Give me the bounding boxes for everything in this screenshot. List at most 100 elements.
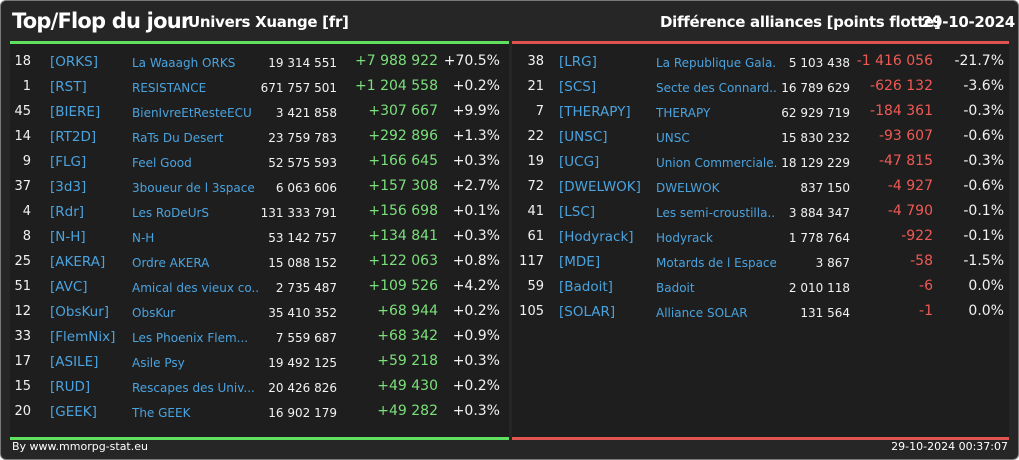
- alliance-tag-link[interactable]: [3d3]: [50, 179, 87, 195]
- alliance-score: 3 867: [815, 256, 850, 270]
- alliance-name-link[interactable]: 3boueur de l 3space: [132, 181, 255, 195]
- alliance-name-link[interactable]: Badoit: [656, 281, 695, 295]
- alliance-score: 3 421 858: [275, 106, 337, 120]
- table-row: 25 [AKERA] Ordre AKERA 15 088 152 +122 063 +0…: [10, 251, 509, 276]
- alliance-tag-link[interactable]: [RST]: [50, 79, 87, 95]
- alliance-name-link[interactable]: ObsKur: [132, 306, 176, 320]
- alliance-rank: 105: [519, 304, 544, 319]
- alliance-tag-link[interactable]: [DWELWOK]: [559, 179, 641, 195]
- alliance-name-link[interactable]: N-H: [132, 231, 155, 245]
- alliance-name-link[interactable]: RaTs Du Desert: [132, 131, 224, 145]
- alliance-tag-link[interactable]: [SOLAR]: [559, 304, 616, 320]
- alliance-name-link[interactable]: RESISTANCE: [132, 81, 207, 95]
- alliance-rank: 4: [22, 204, 31, 219]
- alliance-name-link[interactable]: La Republique Gala...: [656, 56, 776, 70]
- alliance-rank: 18: [14, 54, 31, 69]
- ranking-description: Différence alliances [points flotte]: [660, 13, 941, 31]
- alliance-score: 19 492 125: [268, 356, 337, 370]
- alliance-diff: -93 607: [878, 128, 933, 144]
- alliance-tag-link[interactable]: [Rdr]: [50, 204, 85, 220]
- alliance-percent: -0.6%: [963, 128, 1004, 144]
- header-date: 29-10-2024: [922, 13, 1015, 31]
- table-row: 20 [GEEK] The GEEK 16 902 179 +49 282 +0.3%: [10, 401, 509, 426]
- alliance-tag-link[interactable]: [AKERA]: [50, 254, 106, 270]
- table-row: 4 [Rdr] Les RoDeUrS 131 333 791 +156 698 +0.1…: [10, 201, 509, 226]
- alliance-name-link[interactable]: Les Phoenix Flem...: [132, 331, 249, 345]
- table-row: 45 [BIERE] BienIvreEtResteECU 3 421 858 +307…: [10, 101, 509, 126]
- alliance-tag-link[interactable]: [GEEK]: [50, 404, 97, 420]
- alliance-tag-link[interactable]: [ObsKur]: [50, 304, 110, 320]
- alliance-percent: 0.0%: [968, 303, 1004, 319]
- alliance-tag-link[interactable]: [Hodyrack]: [559, 229, 634, 245]
- alliance-name-link[interactable]: La Waaagh ORKS: [132, 56, 236, 70]
- alliance-diff: -922: [901, 228, 933, 244]
- alliance-tag-link[interactable]: [SCS]: [559, 79, 597, 95]
- alliance-name-link[interactable]: THERAPY: [656, 106, 711, 120]
- alliance-name-link[interactable]: Hodyrack: [656, 231, 713, 245]
- alliance-percent: +70.5%: [443, 53, 500, 69]
- alliance-percent: +4.2%: [452, 278, 500, 294]
- alliance-name-link[interactable]: Amical des vieux co...: [132, 281, 260, 295]
- alliance-tag-link[interactable]: [LSC]: [559, 204, 596, 220]
- alliance-name-link[interactable]: UNSC: [656, 131, 690, 145]
- alliance-diff: +134 841: [368, 228, 438, 244]
- alliance-name-link[interactable]: Secte des Connard...: [656, 81, 776, 95]
- alliance-name-link[interactable]: Ordre AKERA: [132, 256, 210, 270]
- alliance-diff: +49 430: [377, 378, 438, 394]
- alliance-rank: 61: [527, 229, 544, 244]
- alliance-name-link[interactable]: Feel Good: [132, 156, 192, 170]
- alliance-rank: 12: [14, 304, 31, 319]
- alliance-score: 35 410 352: [268, 306, 337, 320]
- table-row: 21 [SCS] Secte des Connard... 16 789 629 -62…: [512, 76, 1009, 101]
- alliance-name-link[interactable]: Les RoDeUrS: [132, 206, 210, 220]
- alliance-score: 52 575 593: [268, 156, 337, 170]
- alliance-tag-link[interactable]: [UCG]: [559, 154, 600, 170]
- alliance-percent: +9.9%: [452, 103, 500, 119]
- alliance-percent: +0.2%: [452, 378, 500, 394]
- alliance-tag-link[interactable]: [RT2D]: [50, 129, 97, 145]
- alliance-diff: +68 342: [377, 328, 438, 344]
- top-list: 18 [ORKS] La Waaagh ORKS 19 314 551 +7 988 9…: [10, 51, 509, 426]
- alliance-tag-link[interactable]: [RUD]: [50, 379, 91, 395]
- alliance-diff: +156 698: [368, 203, 438, 219]
- alliance-score: 16 789 629: [781, 81, 850, 95]
- alliance-tag-link[interactable]: [N-H]: [50, 229, 86, 245]
- alliance-rank: 72: [527, 179, 544, 194]
- alliance-name-link[interactable]: Union Commerciale...: [656, 156, 776, 170]
- alliance-diff: +157 308: [368, 178, 438, 194]
- alliance-tag-link[interactable]: [ASILE]: [50, 354, 99, 370]
- table-row: 7 [THERAPY] THERAPY 62 929 719 -184 361 -0.3%: [512, 101, 1009, 126]
- alliance-name-link[interactable]: Motards de l Espace: [656, 256, 776, 270]
- alliance-score: 837 150: [800, 181, 850, 195]
- table-row: 38 [LRG] La Republique Gala... 5 103 438 -1 …: [512, 51, 1009, 76]
- table-row: 117 [MDE] Motards de l Espace 3 867 -58 -1.5%: [512, 251, 1009, 276]
- alliance-tag-link[interactable]: [MDE]: [559, 254, 601, 270]
- alliance-diff: +68 944: [377, 303, 438, 319]
- alliance-rank: 33: [14, 329, 31, 344]
- alliance-tag-link[interactable]: [FLG]: [50, 154, 87, 170]
- table-row: 37 [3d3] 3boueur de l 3space 6 063 606 +157 …: [10, 176, 509, 201]
- alliance-percent: +0.3%: [452, 228, 500, 244]
- alliance-tag-link[interactable]: [Badoit]: [559, 279, 613, 295]
- table-row: 12 [ObsKur] ObsKur 35 410 352 +68 944 +0.2%: [10, 301, 509, 326]
- alliance-tag-link[interactable]: [UNSC]: [559, 129, 608, 145]
- alliance-percent: +0.9%: [452, 328, 500, 344]
- alliance-score: 2 735 487: [275, 281, 337, 295]
- alliance-tag-link[interactable]: [ORKS]: [50, 54, 98, 70]
- alliance-percent: -0.3%: [963, 153, 1004, 169]
- alliance-tag-link[interactable]: [BIERE]: [50, 104, 101, 120]
- alliance-tag-link[interactable]: [THERAPY]: [559, 104, 631, 120]
- alliance-rank: 37: [14, 179, 31, 194]
- alliance-name-link[interactable]: Asile Psy: [132, 356, 185, 370]
- alliance-name-link[interactable]: Rescapes des Univ...: [132, 381, 255, 395]
- flop-list: 38 [LRG] La Republique Gala... 5 103 438 -1 …: [512, 51, 1009, 326]
- alliance-name-link[interactable]: The GEEK: [132, 406, 191, 420]
- table-row: 41 [LSC] Les semi-croustilla... 3 884 347 -4…: [512, 201, 1009, 226]
- alliance-tag-link[interactable]: [FlemNix]: [50, 329, 116, 345]
- alliance-tag-link[interactable]: [LRG]: [559, 54, 597, 70]
- alliance-name-link[interactable]: Les semi-croustilla...: [656, 206, 776, 220]
- alliance-name-link[interactable]: DWELWOK: [656, 181, 720, 195]
- alliance-name-link[interactable]: BienIvreEtResteECU: [132, 106, 252, 120]
- alliance-name-link[interactable]: Alliance SOLAR: [656, 306, 748, 320]
- alliance-tag-link[interactable]: [AVC]: [50, 279, 88, 295]
